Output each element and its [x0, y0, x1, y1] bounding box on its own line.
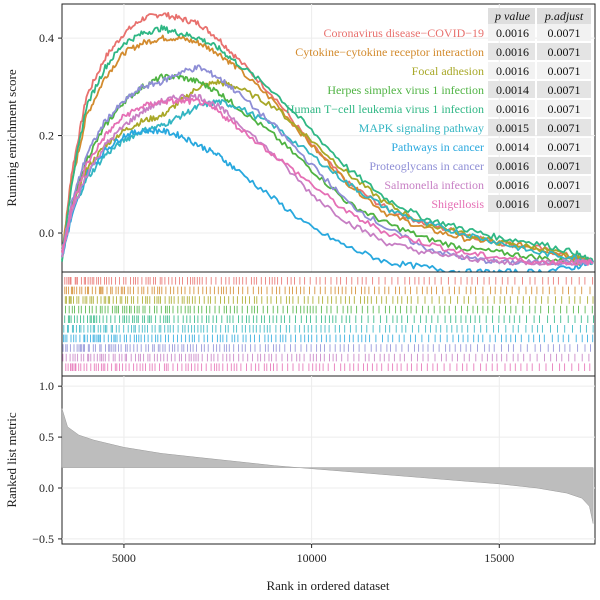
table-cell-bg: [537, 176, 591, 193]
table-pvalue: 0.0016: [496, 197, 529, 211]
table-padjust: 0.0071: [548, 83, 581, 97]
hit-band: [64, 296, 594, 304]
table-pvalue: 0.0016: [496, 64, 529, 78]
table-cell-bg: [488, 62, 535, 79]
bottom-y-tick-label: 0.0: [39, 481, 54, 495]
table-cell-bg: [537, 81, 591, 98]
series-line: [61, 24, 594, 264]
table-padjust: 0.0071: [548, 178, 581, 192]
bottom-grid: [62, 376, 595, 544]
table-pvalue: 0.0016: [496, 26, 529, 40]
legend-label: Focal adhesion: [412, 64, 484, 78]
series-line: [61, 93, 594, 266]
legend-label: Human T−cell leukemia virus 1 infection: [286, 102, 484, 116]
hit-band: [63, 325, 594, 333]
table-cell-bg: [488, 195, 535, 212]
table-cell-bg: [537, 157, 591, 174]
legend-label: Proteoglycans in cancer: [369, 159, 484, 173]
table-cell-bg: [488, 43, 535, 60]
table-cell-bg: [537, 62, 591, 79]
hit-band: [64, 315, 594, 323]
table-padjust: 0.0071: [548, 26, 581, 40]
table-pvalue: 0.0016: [496, 159, 529, 173]
table-cell-bg: [488, 176, 535, 193]
table-header-padjust: p.adjust: [544, 9, 584, 23]
table-pvalue: 0.0014: [496, 83, 529, 97]
table-pvalue: 0.0016: [496, 45, 529, 59]
table-padjust: 0.0071: [548, 159, 581, 173]
legend-label: Cytokine−cytokine receptor interaction: [295, 45, 484, 59]
bottom-y-axis-title: Ranked list metric: [4, 412, 19, 508]
bottom-y-tick-label: 0.5: [39, 430, 54, 444]
hit-band: [65, 305, 593, 314]
bottom-y-tick-label: 1.0: [39, 379, 54, 393]
table-padjust: 0.0071: [548, 121, 581, 135]
legend-label: Herpes simplex virus 1 infection: [327, 83, 484, 97]
table-cell-bg: [488, 157, 535, 174]
hit-band: [62, 344, 591, 352]
table-header-pvalue: p value: [494, 9, 531, 23]
table-padjust: 0.0071: [548, 102, 581, 116]
bottom-y-ticks: −0.5 0.0 0.5 1.0: [32, 379, 62, 546]
legend: Coronavirus disease−COVID−19 Cytokine−cyt…: [286, 26, 484, 211]
x-ticks: 5000 10000 15000: [112, 544, 514, 565]
series-line: [61, 97, 594, 266]
table-pvalue: 0.0015: [496, 121, 529, 135]
x-axis-title: Rank in ordered dataset: [266, 578, 389, 593]
pvalue-table: p value p.adjust 0.0016 0.0071 0.0016 0.0071 0…: [488, 8, 591, 212]
hit-band: [63, 334, 594, 343]
table-pvalue: 0.0016: [496, 102, 529, 116]
top-y-tick-label: 0.4: [39, 31, 54, 45]
table-cell-bg: [537, 195, 591, 212]
table-cell-bg: [488, 81, 535, 98]
hit-band: [64, 277, 594, 285]
series-line: [61, 127, 594, 276]
x-tick-label: 15000: [484, 551, 514, 565]
table-cell-bg: [537, 100, 591, 117]
legend-label: Pathways in cancer: [391, 140, 484, 154]
table-cell-bg: [488, 119, 535, 136]
table-header-cell: [488, 8, 535, 24]
table-padjust: 0.0071: [548, 140, 581, 154]
top-lines: [61, 11, 594, 276]
gene-hit-bands: [62, 277, 594, 371]
ranked-metric-area: [61, 408, 594, 524]
table-padjust: 0.0071: [548, 64, 581, 78]
top-y-ticks: 0.0 0.2 0.4: [39, 31, 62, 240]
series-line: [61, 64, 594, 267]
hit-band: [64, 286, 591, 295]
table-cell-bg: [537, 138, 591, 155]
table-padjust: 0.0071: [548, 45, 581, 59]
table-cell-bg: [488, 100, 535, 117]
table-cell-bg: [488, 24, 535, 41]
legend-label: Salmonella infection: [384, 178, 484, 192]
table-cell-bg: [537, 43, 591, 60]
top-y-tick-label: 0.0: [39, 226, 54, 240]
table-cell-bg: [488, 138, 535, 155]
x-tick-label: 5000: [112, 551, 136, 565]
legend-label: Shigellosis: [431, 197, 484, 211]
table-header-cell: [537, 8, 591, 24]
table-pvalue: 0.0014: [496, 140, 529, 154]
table-cell-bg: [537, 119, 591, 136]
x-tick-label: 10000: [297, 551, 327, 565]
series-line: [61, 99, 594, 266]
top-y-tick-label: 0.2: [39, 129, 54, 143]
legend-label: Coronavirus disease−COVID−19: [323, 26, 484, 40]
legend-label: MAPK signaling pathway: [359, 121, 484, 135]
hit-band: [62, 353, 590, 362]
table-cell-bg: [537, 24, 591, 41]
table-pvalue: 0.0016: [496, 178, 529, 192]
top-y-axis-title: Running enrichment score: [4, 69, 19, 206]
table-padjust: 0.0071: [548, 197, 581, 211]
hit-band: [65, 363, 591, 371]
bottom-y-tick-label: −0.5: [32, 532, 54, 546]
